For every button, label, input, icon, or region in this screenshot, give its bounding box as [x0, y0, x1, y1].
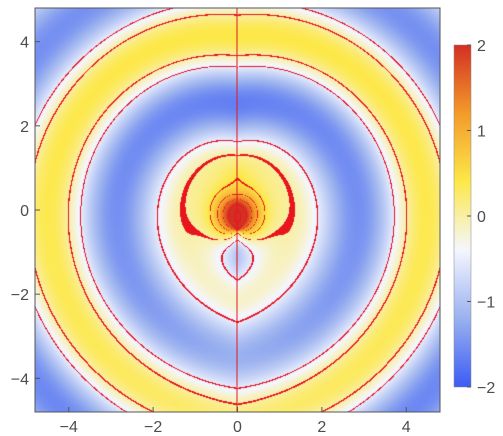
x-tick-label: −4	[60, 419, 78, 436]
colorbar-tick-label: −1	[477, 295, 495, 312]
colorbar-tick-label: 1	[477, 124, 486, 141]
y-tick-label: −4	[11, 371, 29, 388]
colorbar-tick-label: −2	[477, 380, 495, 397]
x-axis: −4 −2 0 2 4	[60, 407, 411, 436]
y-tick-label: 4	[20, 35, 29, 52]
plot-area	[35, 8, 440, 412]
colorbar-tick-label: 2	[477, 38, 486, 55]
x-tick-label: 0	[233, 419, 242, 436]
y-tick-label: 0	[20, 203, 29, 220]
x-tick-label: 2	[317, 419, 326, 436]
colorbar-tick-label: 0	[477, 209, 486, 226]
x-tick-label: −2	[144, 419, 162, 436]
y-tick-label: 2	[20, 119, 29, 136]
y-tick-label: −2	[11, 287, 29, 304]
colorbar-ticks: 2 1 0 −1 −2	[467, 38, 495, 397]
x-tick-label: 4	[402, 419, 411, 436]
y-axis: 4 2 0 −2 −4	[11, 35, 40, 388]
colorbar-legend: 2 1 0 −1 −2	[453, 38, 495, 397]
